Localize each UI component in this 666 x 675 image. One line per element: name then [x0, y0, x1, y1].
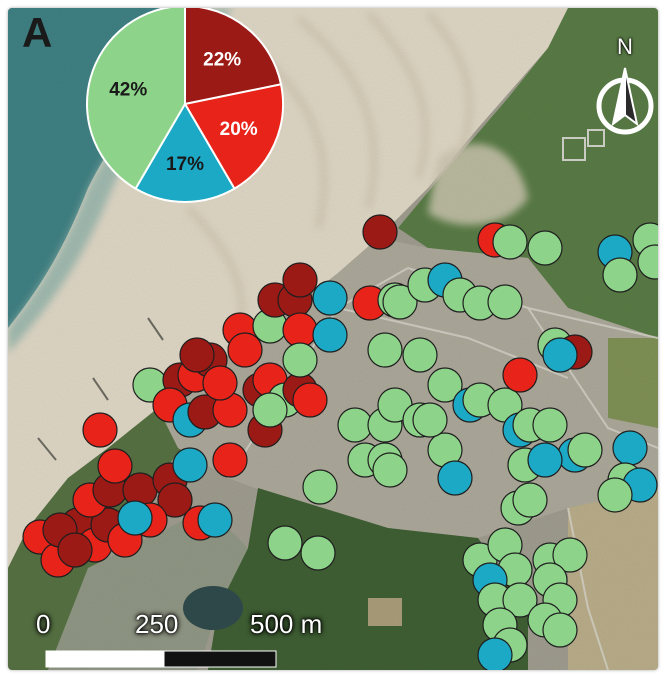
sample-point — [427, 367, 463, 403]
sample-point — [362, 214, 398, 250]
dune-sand-patches — [428, 143, 528, 225]
sample-point — [97, 448, 133, 484]
scale-bar-segment-1 — [45, 650, 165, 668]
sample-point — [492, 224, 528, 260]
sample-point — [212, 442, 248, 478]
sample-point — [312, 280, 348, 316]
sample-point — [527, 442, 563, 478]
sample-point — [197, 502, 233, 538]
sample-point — [367, 332, 403, 368]
sample-point — [412, 402, 448, 438]
pie-slice-label-3: 42% — [109, 80, 147, 101]
treatment-facility — [562, 129, 605, 161]
pie-slice-3 — [86, 8, 186, 190]
sample-point — [372, 452, 408, 488]
sample-point — [57, 532, 93, 568]
north-arrow — [596, 67, 654, 135]
sample-point — [527, 230, 563, 266]
sample-point — [502, 357, 538, 393]
sample-point — [312, 317, 348, 353]
sample-point — [382, 284, 418, 320]
southwest-houses — [48, 508, 248, 670]
sample-point — [302, 469, 338, 505]
sample-point — [82, 412, 118, 448]
field-green — [608, 338, 658, 428]
pie-slice-2 — [134, 102, 236, 203]
sample-point — [612, 430, 648, 466]
sample-point — [267, 525, 303, 561]
panel-label: A — [22, 9, 53, 56]
sample-point — [597, 477, 633, 513]
scale-label-500: 500 m — [250, 609, 323, 639]
proportion-pie-chart — [86, 8, 284, 203]
sample-point — [172, 447, 208, 483]
sample-point — [227, 332, 263, 368]
pie-slice-label-1: 20% — [220, 119, 258, 140]
north-label: N — [617, 34, 633, 59]
sample-point — [292, 382, 328, 418]
sample-point — [477, 637, 513, 670]
scale-bar — [45, 650, 277, 668]
sample-point — [567, 432, 603, 468]
sample-point — [602, 257, 638, 293]
sample-point — [437, 460, 473, 496]
sample-point — [157, 482, 193, 518]
sample-point — [117, 500, 153, 536]
pie-slice-0 — [184, 8, 283, 106]
sample-point — [542, 337, 578, 373]
pie-labels: 22% 20% 17% 42% — [109, 49, 258, 174]
scale-label-0: 0 — [36, 609, 51, 639]
sample-point — [532, 407, 568, 443]
sample-point — [300, 535, 336, 571]
sample-point — [542, 612, 578, 648]
pie-slice-1 — [183, 83, 284, 190]
dune-vegetation — [398, 8, 658, 338]
scale-label-250: 250 — [135, 609, 179, 639]
agricultural-fields — [568, 488, 658, 670]
sea-area — [8, 8, 208, 328]
sample-point — [552, 537, 588, 573]
sample-point — [252, 392, 288, 428]
sample-point — [337, 407, 373, 443]
surf-zone — [8, 8, 233, 353]
sample-point — [179, 337, 215, 373]
aerial-map: 22% 20% 17% 42% — [8, 8, 658, 670]
forest-clearing — [368, 598, 402, 626]
sample-points-layer — [22, 214, 658, 670]
lake — [183, 586, 243, 630]
sample-point — [282, 342, 318, 378]
pie-slice-label-2: 17% — [166, 154, 204, 175]
sample-point — [282, 262, 318, 298]
map-figure: 22% 20% 17% 42% A N 0 250 500 m — [8, 8, 658, 670]
sample-point — [487, 284, 523, 320]
sample-point — [502, 582, 538, 618]
pie-slice-label-0: 22% — [203, 49, 241, 70]
sample-point — [282, 312, 318, 348]
groynes — [37, 317, 164, 461]
sample-point — [512, 482, 548, 518]
sample-point — [202, 365, 238, 401]
sample-point — [637, 244, 658, 280]
sample-point — [402, 337, 438, 373]
scale-bar-segment-2 — [163, 650, 277, 668]
